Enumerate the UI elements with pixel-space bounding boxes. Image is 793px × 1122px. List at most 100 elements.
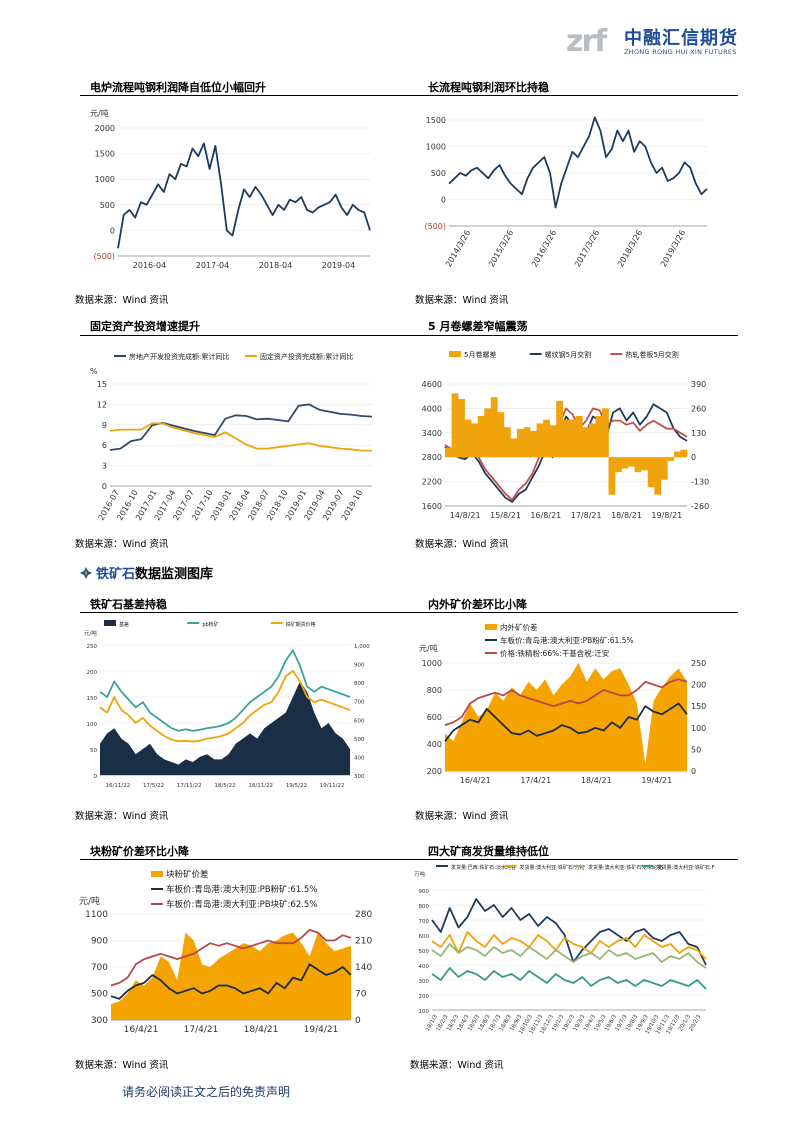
bar [458,399,465,458]
source-note-c7: 数据来源：Wind 资讯 [75,1060,169,1071]
y2-tick-label: 0 [691,767,696,776]
source-note-c6: 数据来源：Wind 资讯 [415,811,509,822]
y-tick-label: 100 [419,1009,430,1015]
y-tick-label: 150 [87,696,98,702]
line-series [431,967,707,990]
bar [647,457,655,488]
x-tick-label: 2019/3/26 [659,229,687,269]
bar [477,415,485,458]
bar [484,408,492,458]
x-tick-label: 2017/3/26 [573,229,601,269]
y2-tick-label: -260 [691,502,709,511]
x-tick-label: 17/5/22 [143,783,164,789]
y-tick-label: 700 [419,919,430,925]
chart-c8: 万吨 发货量:巴西:铁矿石:淡水河谷 发货量:澳大利亚:铁矿石:力拓 发货量:澳大利亚… [414,864,715,1035]
legend-swatch [151,871,163,877]
bar [503,427,511,458]
y-tick-label: 250 [87,644,98,650]
x-tick-label: 2019-04 [322,261,355,270]
y2-tick-label: 260 [691,404,706,413]
bar [445,447,452,458]
bar [451,393,459,458]
y2-tick-label: 130 [691,429,706,438]
bar [543,419,550,458]
legend-label: 基差 [119,621,129,628]
legend-label: 内外矿价差 [500,622,538,632]
y-tick-label: 2000 [95,124,115,133]
legend-label: 发货量:澳大利亚:铁矿石:必和必拓 [588,864,663,871]
y-tick-label: 200 [427,767,442,776]
unit-label: 万吨 [414,870,426,878]
line-series [99,670,351,743]
line-series [110,963,352,1000]
y-tick-label: 1000 [426,143,446,152]
y-tick-label: 50 [90,748,97,754]
y-tick-label: 600 [419,934,430,940]
x-tick-label: 19/8/21 [651,511,682,520]
y2-tick-label: 250 [691,659,706,668]
line-series [431,931,707,960]
source-note-c3: 数据来源：Wind 资讯 [75,539,169,550]
x-tick-label: 16/4/21 [460,776,491,785]
x-tick-label: 19/4/21 [641,776,672,785]
footer-disclaimer: 请务必阅读正文之后的免责声明 [122,1085,291,1099]
legend-label: 车板价:青岛港:澳大利亚:PB块矿:62.5% [166,899,317,910]
line-series [99,649,351,732]
x-tick-label: 19/5/22 [286,783,307,789]
y-tick-label: 1600 [422,502,442,511]
area-series [111,932,351,1020]
unit-label: 元/吨 [84,629,97,637]
legend-label: 发货量:澳大利亚:铁矿石:力拓 [520,864,585,871]
divider [80,612,738,613]
y-tick-label: 0 [441,196,446,205]
x-tick-label: 17/4/21 [184,1025,219,1035]
x-tick-label: 18/4/21 [244,1025,279,1035]
chart-title-c8: 四大矿商发货量维持低位 [428,845,549,858]
y-tick-label: 800 [419,904,430,910]
y-tick-label: 800 [427,686,442,695]
y-tick-label: 9 [102,421,107,430]
y-tick-label: 1100 [85,910,108,920]
y2-tick-label: 50 [691,745,701,754]
legend-label: 发货量:巴西:铁矿石:淡水河谷 [451,864,516,871]
x-tick-label: 16/8/21 [530,511,561,520]
y2-tick-label: 700 [354,700,365,706]
area-series [445,663,687,771]
y-tick-label: 3400 [422,429,442,438]
y-tick-label: 500 [431,169,446,178]
y2-tick-label: 210 [355,937,372,947]
line-series [109,422,372,452]
divider [80,95,738,96]
legend-label: 螺纹钢5月交割 [545,350,591,359]
bar [608,457,616,495]
x-tick-label: 2016-04 [133,261,166,270]
y-tick-label: 200 [419,994,430,1000]
x-tick-label: 17/4/21 [520,776,551,785]
x-tick-label: 2015/3/26 [487,229,515,269]
y2-tick-label: 1,000 [354,644,370,650]
y2-tick-label: 0 [691,453,696,462]
y-tick-label: 1500 [95,150,115,159]
y-tick-label: 500 [100,201,115,210]
bar [660,457,668,480]
line-series [431,943,707,969]
chart-c1: 元/吨 2000 1500 1000 500 0 (500) 2016-04 2017-04 20… [90,108,371,270]
unit-label: % [90,367,98,376]
bar [569,419,577,458]
chart-title-c1: 电炉流程吨钢利润降自低位小幅回升 [90,81,266,94]
legend-label: 房地产开发投资完成额:累计同比 [129,352,229,361]
bar [530,430,537,458]
line-series [444,407,688,501]
y-tick-label: (500) [424,222,446,231]
y-tick-label: (500) [93,252,115,261]
legend-swatch [449,351,461,357]
y-tick-label: 300 [91,1016,108,1026]
x-tick-label: 18/5/22 [214,783,235,789]
chart-title-c2: 长流程吨钢利润环比持稳 [428,81,549,94]
y-tick-label: 400 [419,964,430,970]
y2-tick-label: 300 [354,774,365,780]
chart-c2: 1500 1000 500 0 (500)2014/3/26 2015/3/26 2016/… [424,116,708,269]
chart-title-c3: 固定资产投资增速提升 [90,320,200,333]
bar [667,457,675,461]
bar [490,397,498,458]
